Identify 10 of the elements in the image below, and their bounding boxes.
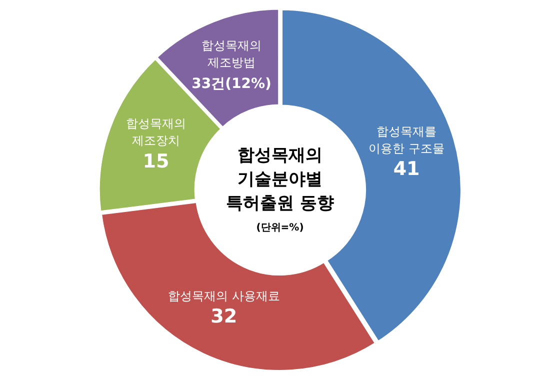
slice-label: 합성목재의 제조장치 xyxy=(126,116,186,148)
data-label: 32 xyxy=(210,306,238,328)
data-label: 41 xyxy=(393,158,420,180)
slice-label: 합성목재를 이용한 구조물 xyxy=(368,124,444,156)
data-label: 15 xyxy=(142,150,170,172)
slice-label: 합성목재의 제조방법 xyxy=(201,38,262,70)
text: (단위=%) xyxy=(256,222,304,234)
text: 합성목재의 기술분야별 특허출원 동향 xyxy=(226,145,334,214)
slice-label: 합성목재의 사용재료 xyxy=(168,288,280,303)
data-label: 33건(12%) xyxy=(192,76,272,92)
